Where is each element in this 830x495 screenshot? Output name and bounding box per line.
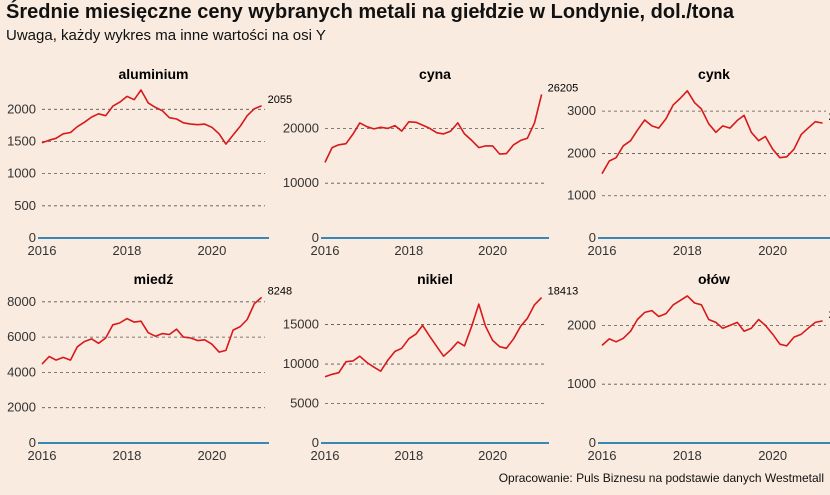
x-tick-label: 2016 xyxy=(311,243,340,258)
y-tick-label: 0 xyxy=(312,230,319,245)
x-tick-label: 2020 xyxy=(478,448,507,463)
y-tick-label: 0 xyxy=(312,435,319,450)
y-tick-label: 0 xyxy=(29,435,36,450)
x-tick-label: 2016 xyxy=(588,448,617,463)
y-tick-label: 8000 xyxy=(7,294,36,309)
y-tick-label: 0 xyxy=(29,230,36,245)
end-value-label: 18413 xyxy=(548,286,579,298)
x-tick-label: 2020 xyxy=(758,243,787,258)
y-tick-label: 2000 xyxy=(7,400,36,415)
y-tick-label: 5000 xyxy=(290,396,319,411)
y-tick-label: 500 xyxy=(14,198,36,213)
panel-title: aluminium xyxy=(118,66,188,82)
panel-0: aluminium 0 500 1000 1500 2000 2016 2018 2020 205… xyxy=(7,66,292,258)
end-value-label: 8248 xyxy=(268,285,292,297)
y-tick-label: 1000 xyxy=(567,376,596,391)
x-tick-label: 2020 xyxy=(197,448,226,463)
x-tick-label: 2016 xyxy=(588,243,617,258)
y-tick-label: 10000 xyxy=(283,356,319,371)
y-tick-label: 1000 xyxy=(567,188,596,203)
chart-title: Średnie miesięczne ceny wybranych metali… xyxy=(6,1,734,23)
panel-3: miedź 0 2000 4000 6000 8000 2016 2018 2020 8248 xyxy=(7,271,292,463)
panel-4: nikiel 0 5000 10000 15000 2016 2018 2020 18413 xyxy=(283,271,578,463)
x-tick-label: 2018 xyxy=(394,243,423,258)
y-tick-label: 10000 xyxy=(283,175,319,190)
x-tick-label: 2016 xyxy=(28,243,57,258)
panel-title: cynk xyxy=(698,66,730,82)
end-value-label: 26205 xyxy=(548,82,579,94)
panel-5: ołów 0 1000 2000 2016 2018 2020 2076 xyxy=(567,271,830,463)
x-tick-label: 2018 xyxy=(394,448,423,463)
y-tick-label: 0 xyxy=(589,435,596,450)
series-line xyxy=(324,297,543,378)
panel-2: cynk 0 1000 2000 3000 2016 2018 2020 2717 xyxy=(567,66,830,258)
x-tick-label: 2018 xyxy=(673,448,702,463)
panel-title: miedź xyxy=(134,271,174,287)
series-line xyxy=(601,295,823,347)
y-tick-label: 0 xyxy=(589,230,596,245)
x-tick-label: 2018 xyxy=(112,448,141,463)
series-line xyxy=(41,296,263,365)
x-tick-label: 2020 xyxy=(197,243,226,258)
y-tick-label: 2000 xyxy=(567,317,596,332)
x-tick-label: 2020 xyxy=(478,243,507,258)
y-tick-label: 1000 xyxy=(7,166,36,181)
series-line xyxy=(41,89,262,145)
x-tick-label: 2018 xyxy=(112,243,141,258)
y-tick-label: 4000 xyxy=(7,364,36,379)
x-tick-label: 2016 xyxy=(311,448,340,463)
panel-title: cyna xyxy=(419,66,451,82)
y-tick-label: 6000 xyxy=(7,329,36,344)
source-note: Opracowanie: Puls Biznesu na podstawie d… xyxy=(498,471,824,485)
panel-title: ołów xyxy=(698,271,730,287)
y-tick-label: 2000 xyxy=(7,101,36,116)
y-tick-label: 3000 xyxy=(567,103,596,118)
end-value-label: 2055 xyxy=(268,94,292,106)
x-tick-label: 2018 xyxy=(673,243,702,258)
end-value-label: 2076 xyxy=(829,309,830,321)
series-line xyxy=(324,94,543,163)
y-tick-label: 20000 xyxy=(283,120,319,135)
x-tick-label: 2020 xyxy=(758,448,787,463)
x-tick-label: 2016 xyxy=(28,448,57,463)
y-tick-label: 1500 xyxy=(7,133,36,148)
panel-1: cyna 0 10000 20000 2016 2018 2020 26205 xyxy=(283,66,578,258)
y-tick-label: 15000 xyxy=(283,317,319,332)
y-tick-label: 2000 xyxy=(567,145,596,160)
series-line xyxy=(601,90,823,175)
chart-subtitle: Uwaga, każdy wykres ma inne wartości na … xyxy=(6,27,326,44)
end-value-label: 2717 xyxy=(829,111,830,123)
panel-title: nikiel xyxy=(417,271,453,287)
